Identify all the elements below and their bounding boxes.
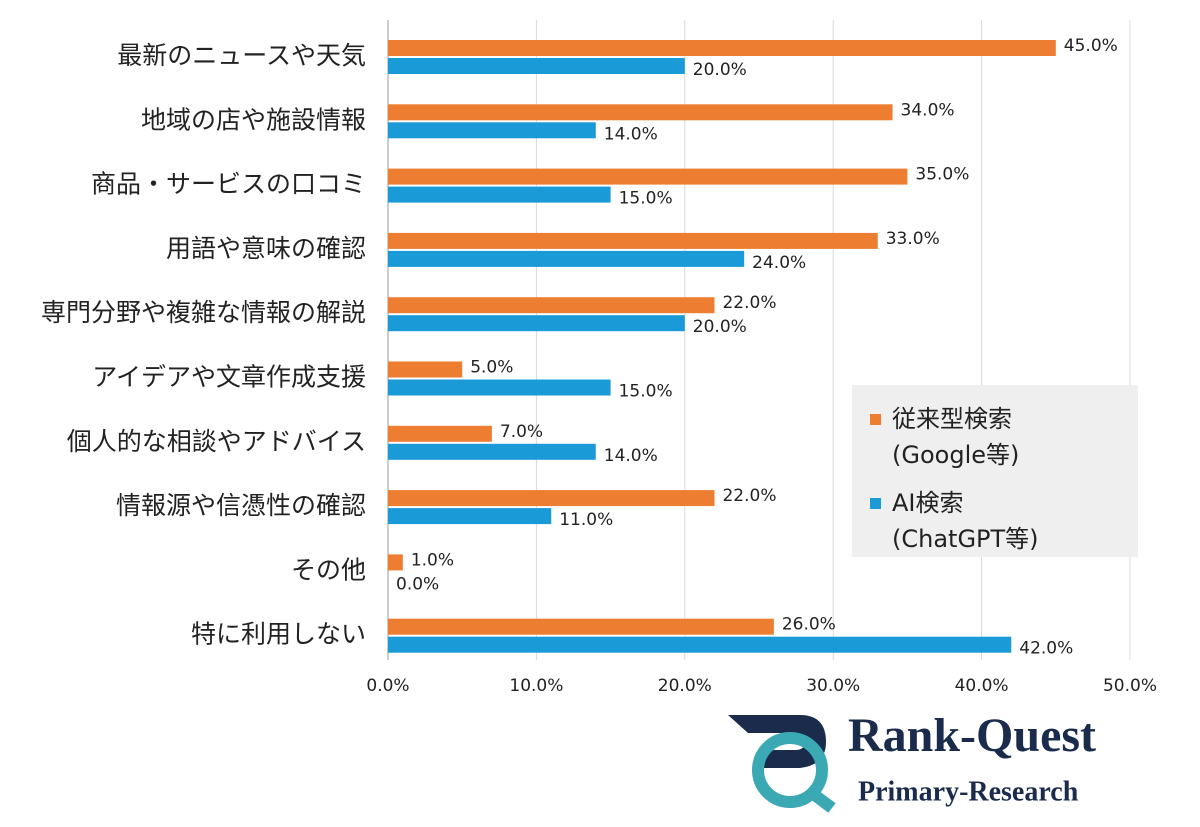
bar [388, 40, 1056, 56]
value-label: 35.0% [915, 165, 969, 185]
value-label: 20.0% [693, 317, 747, 337]
value-label: 20.0% [693, 60, 747, 80]
category-label: アイデアや文章作成支援 [92, 363, 366, 392]
bar [388, 490, 715, 507]
x-tick-label: 20.0% [658, 676, 712, 696]
bar [388, 122, 596, 139]
legend-swatch [870, 498, 881, 509]
value-label: 24.0% [752, 253, 806, 273]
bar [388, 168, 908, 185]
bar [388, 508, 552, 525]
logo-subtitle: Primary-Research [858, 776, 1079, 807]
value-label: 22.0% [722, 486, 776, 506]
x-tick-label: 50.0% [1103, 676, 1157, 696]
value-label: 14.0% [604, 446, 658, 466]
bar [388, 58, 685, 74]
x-tick-label: 0.0% [366, 676, 409, 696]
value-label: 14.0% [604, 124, 658, 144]
bar [388, 636, 1012, 653]
value-label: 42.0% [1019, 639, 1073, 659]
value-label: 34.0% [901, 100, 955, 120]
value-label: 7.0% [500, 422, 543, 442]
bar [388, 104, 893, 121]
category-label: 用語や意味の確認 [166, 234, 366, 263]
category-label: 最新のニュースや天気 [117, 41, 366, 70]
bar [388, 315, 685, 332]
x-tick-label: 10.0% [509, 676, 563, 696]
category-label: 情報源や信憑性の確認 [116, 491, 366, 520]
legend: 従来型検索 (Google等) AI検索 (ChatGPT等) [852, 385, 1138, 557]
category-label: 個人的な相談やアドバイス [67, 427, 366, 456]
value-label: 26.0% [782, 615, 836, 635]
value-label: 22.0% [722, 293, 776, 313]
value-label: 15.0% [619, 382, 673, 402]
bar [388, 554, 403, 571]
legend-label: 従来型検索 (Google等) [892, 405, 1020, 469]
value-label: 11.0% [559, 510, 613, 530]
bar [388, 232, 878, 249]
bar [388, 250, 745, 267]
value-label: 33.0% [886, 229, 940, 249]
bar [388, 443, 596, 460]
bar [388, 361, 463, 378]
value-label: 1.0% [411, 550, 454, 570]
category-label: 専門分野や複雑な情報の解説 [41, 298, 366, 327]
legend-swatch [870, 414, 881, 425]
category-label: その他 [291, 555, 366, 584]
value-label: 0.0% [396, 574, 439, 594]
category-label: 地域の店や施設情報 [141, 105, 366, 134]
bar [388, 425, 492, 442]
logo-title: Rank-Quest [848, 709, 1096, 762]
x-tick-label: 40.0% [955, 676, 1009, 696]
x-tick-label: 30.0% [806, 676, 860, 696]
logo-mark [728, 715, 836, 813]
bar [388, 618, 774, 635]
bar [388, 379, 611, 396]
category-label: 特に利用しない [191, 620, 366, 649]
value-label: 5.0% [470, 358, 513, 378]
bar [388, 186, 611, 203]
legend-label: AI検索 (ChatGPT等) [892, 489, 1039, 553]
value-label: 15.0% [619, 189, 673, 209]
category-label: 商品・サービスの口コミ [91, 170, 366, 199]
value-label: 45.0% [1064, 36, 1118, 56]
bar [388, 297, 715, 314]
